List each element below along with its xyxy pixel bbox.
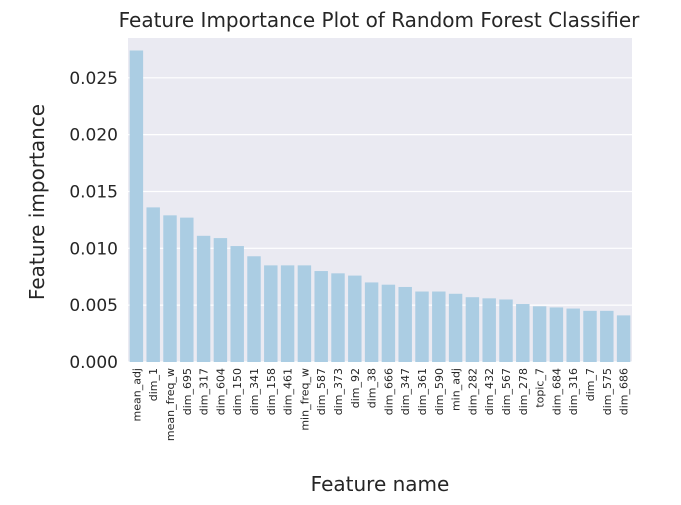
- y-tick-label: 0.000: [69, 353, 118, 373]
- x-tick-label: dim_158: [265, 368, 278, 415]
- bar-dim_282: [465, 297, 480, 362]
- bar-dim_575: [600, 310, 614, 362]
- x-tick-label: dim_587: [315, 368, 328, 415]
- bars: [129, 50, 631, 363]
- x-tick-label: dim_1: [147, 368, 160, 401]
- x-tick-label: dim_373: [332, 368, 345, 415]
- bar-dim_567: [499, 299, 513, 362]
- bar-dim_92: [348, 275, 362, 362]
- y-tick-label: 0.015: [69, 182, 118, 202]
- bar-dim_38: [364, 282, 379, 362]
- bar-dim_317: [196, 235, 211, 362]
- x-tick-label: min_freq_w: [298, 368, 311, 431]
- x-tick-labels: mean_adj dim_1 mean_freq_w dim_695 dim_317 di…: [130, 368, 630, 441]
- x-axis-label: Feature name: [311, 472, 450, 496]
- x-tick-label: dim_278: [517, 368, 530, 415]
- x-tick-label: dim_575: [601, 368, 614, 415]
- bar-dim_361: [415, 291, 429, 362]
- y-axis-label: Feature importance: [25, 104, 49, 300]
- x-tick-label: dim_461: [282, 368, 295, 415]
- x-tick-label: dim_686: [618, 368, 631, 415]
- bar-topic_7: [532, 306, 547, 362]
- bar-mean_freq_w: [163, 215, 177, 362]
- bar-dim_432: [482, 298, 496, 362]
- bar-dim_158: [264, 265, 278, 362]
- bar-dim_695: [180, 217, 194, 362]
- x-tick-label: dim_590: [433, 368, 446, 415]
- x-tick-label: mean_adj: [130, 368, 143, 421]
- bar-dim_373: [331, 273, 345, 362]
- y-tick-label: 0.010: [69, 239, 118, 259]
- bar-dim_590: [432, 291, 446, 362]
- x-tick-label: dim_432: [483, 368, 496, 415]
- x-tick-label: dim_92: [349, 368, 362, 408]
- x-tick-label: dim_666: [382, 368, 395, 415]
- x-tick-label: topic_7: [534, 368, 547, 408]
- y-tick-label: 0.005: [69, 296, 118, 316]
- x-tick-label: dim_7: [584, 368, 597, 401]
- bar-dim_1: [146, 207, 160, 362]
- x-tick-label: dim_567: [500, 368, 513, 415]
- bar-dim_587: [314, 271, 328, 362]
- y-tick-labels: 0.000 0.005 0.010 0.015 0.020 0.025: [69, 69, 118, 373]
- bar-dim_684: [549, 307, 564, 362]
- bar-min_adj: [448, 293, 463, 362]
- x-tick-label: dim_38: [366, 368, 379, 408]
- x-tick-label: dim_684: [550, 368, 563, 415]
- x-tick-label: dim_347: [399, 368, 412, 415]
- bar-dim_316: [566, 308, 580, 362]
- plot-area: [128, 38, 632, 362]
- x-tick-label: min_adj: [450, 368, 463, 411]
- bar-dim_7: [583, 310, 597, 362]
- x-tick-label: dim_282: [466, 368, 479, 415]
- x-tick-label: dim_695: [181, 368, 194, 415]
- x-tick-label: dim_150: [231, 368, 244, 415]
- bar-dim_341: [247, 256, 261, 362]
- bar-dim_347: [398, 286, 412, 362]
- x-tick-label: dim_341: [248, 368, 261, 415]
- x-tick-label: dim_604: [214, 368, 227, 415]
- bar-dim_150: [230, 246, 244, 362]
- x-tick-label: mean_freq_w: [164, 368, 177, 441]
- x-tick-label: dim_316: [567, 368, 580, 415]
- x-tick-label: dim_361: [416, 368, 429, 415]
- y-tick-label: 0.020: [69, 126, 118, 146]
- y-gridlines: [128, 77, 632, 363]
- y-tick-label: 0.025: [69, 69, 118, 89]
- bar-dim_666: [381, 284, 396, 362]
- bar-min_freq_w: [297, 265, 312, 362]
- chart-title: Feature Importance Plot of Random Forest…: [119, 8, 641, 32]
- bar-mean_adj: [129, 50, 144, 363]
- bar-dim_604: [213, 238, 228, 362]
- x-tick-label: dim_317: [198, 368, 211, 415]
- bar-dim_461: [280, 265, 295, 362]
- bar-dim_686: [616, 315, 631, 362]
- bar-dim_278: [516, 304, 530, 362]
